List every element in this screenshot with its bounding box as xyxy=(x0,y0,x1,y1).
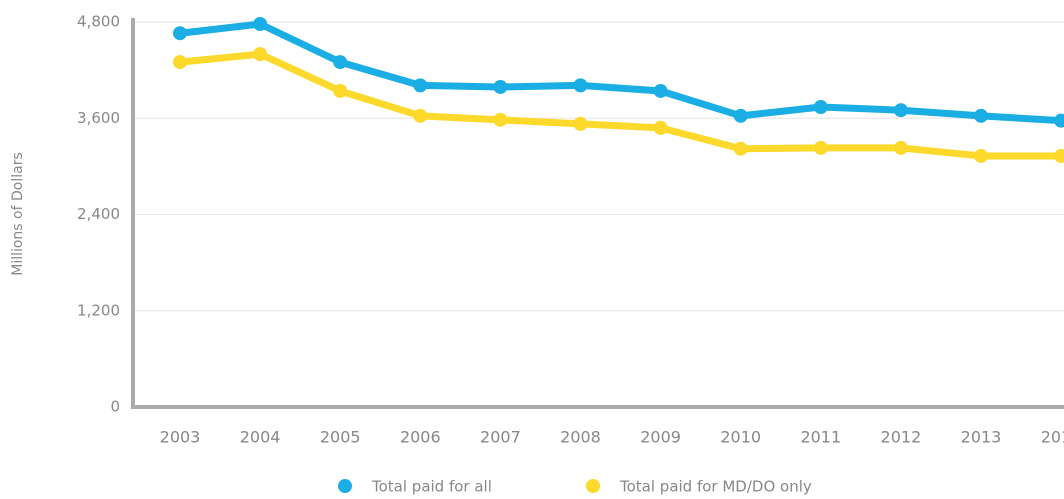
legend-swatch xyxy=(338,479,352,493)
data-point xyxy=(173,26,187,41)
x-tick-label: 2008 xyxy=(560,428,601,447)
y-axis-label: Millions of Dollars xyxy=(10,152,26,276)
data-point xyxy=(733,108,748,123)
data-point xyxy=(573,116,588,131)
data-point xyxy=(333,83,348,98)
data-point xyxy=(893,140,908,155)
x-tick-label: 2009 xyxy=(640,428,681,447)
y-tick-label: 0 xyxy=(110,398,120,416)
legend-label: Total paid for all xyxy=(371,478,492,496)
y-tick-label: 4,800 xyxy=(77,13,120,31)
data-point xyxy=(573,78,588,93)
x-tick-label: 2010 xyxy=(720,428,761,447)
data-point xyxy=(1054,148,1064,163)
x-tick-label: 2005 xyxy=(320,428,361,447)
data-point xyxy=(493,112,508,127)
data-point xyxy=(173,55,187,70)
x-tick-label: 2003 xyxy=(160,428,201,447)
series-line xyxy=(179,20,1062,125)
data-point xyxy=(253,17,268,32)
legend-swatch xyxy=(586,479,600,493)
series-line xyxy=(179,50,1062,160)
x-tick-label: 2004 xyxy=(240,428,281,447)
data-point xyxy=(1054,113,1064,128)
y-tick-label: 2,400 xyxy=(77,205,120,223)
y-tick-label: 1,200 xyxy=(77,301,120,319)
data-point xyxy=(653,120,668,135)
x-tick-label: 2011 xyxy=(800,428,841,447)
x-tick-label: 2014 xyxy=(1041,428,1064,447)
data-point xyxy=(733,141,748,156)
data-point xyxy=(253,47,268,62)
data-point xyxy=(333,55,348,70)
data-point xyxy=(413,78,428,93)
data-point xyxy=(413,108,428,123)
x-tick-label: 2012 xyxy=(881,428,922,447)
x-tick-label: 2007 xyxy=(480,428,521,447)
data-point xyxy=(813,140,828,155)
data-point xyxy=(493,79,508,94)
legend-label: Total paid for MD/DO only xyxy=(619,478,812,496)
x-tick-label: 2013 xyxy=(961,428,1002,447)
data-point xyxy=(653,83,668,98)
x-tick-label: 2006 xyxy=(400,428,441,447)
y-tick-label: 3,600 xyxy=(77,109,120,127)
data-point xyxy=(974,148,988,163)
data-point xyxy=(893,103,908,118)
data-point xyxy=(813,100,828,115)
data-point xyxy=(974,108,988,123)
